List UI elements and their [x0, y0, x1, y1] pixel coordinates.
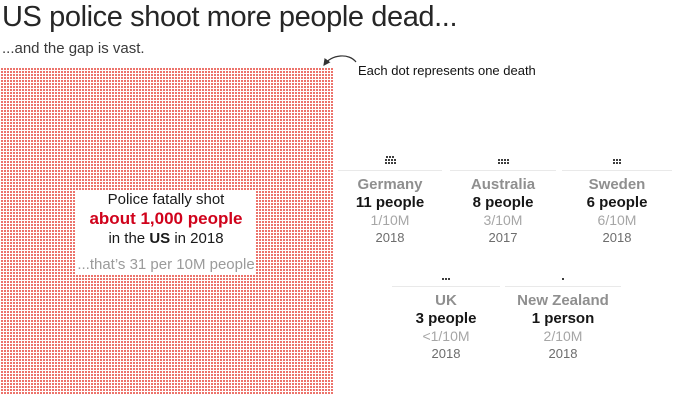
uk-dot-cluster [392, 258, 500, 280]
country-people: 1 person [531, 310, 595, 327]
country-year: 2018 [548, 346, 578, 361]
country-block-germany: Germany 11 people 1/10M 2018 [338, 142, 442, 246]
country-block-australia: Australia 8 people 3/10M 2017 [450, 142, 556, 246]
country-name: New Zealand [517, 292, 609, 309]
annotation-arrow-icon [323, 55, 357, 66]
us-callout-line2: about 1,000 people [89, 209, 243, 228]
country-rate: 2/10M [543, 328, 583, 344]
us-callout-line3-prefix: in the [108, 230, 150, 247]
country-rate: 6/10M [597, 212, 637, 228]
germany-dot-cluster [338, 142, 442, 164]
country-rate: 3/10M [483, 212, 523, 228]
country-people: 6 people [586, 194, 648, 211]
country-rate: <1/10M [422, 328, 470, 344]
country-name: Australia [470, 176, 536, 193]
country-block-sweden: Sweden 6 people 6/10M 2018 [562, 142, 672, 246]
country-people: 11 people [355, 194, 425, 211]
us-callout-line3-bold: US [149, 230, 171, 247]
country-year: 2017 [488, 230, 518, 245]
us-callout-line1: Police fatally shot [107, 191, 225, 208]
country-people: 8 people [472, 194, 534, 211]
divider [338, 170, 442, 171]
divider [392, 286, 500, 287]
country-year: 2018 [431, 346, 461, 361]
country-rate: 1/10M [370, 212, 410, 228]
new-zealand-dot-cluster [505, 258, 621, 280]
country-people: 3 people [415, 310, 477, 327]
divider [562, 170, 672, 171]
page-title: US police shoot more people dead... [2, 1, 458, 33]
country-name: Sweden [588, 176, 646, 193]
us-callout-line3: in the US in 2018 [108, 229, 223, 248]
sweden-dot-cluster [562, 142, 672, 164]
us-callout-line4: ...that’s 31 per 10M people [77, 256, 255, 273]
us-dot-matrix: Police fatally shot about 1,000 people i… [0, 67, 334, 395]
country-block-new-zealand: New Zealand 1 person 2/10M 2018 [505, 258, 621, 362]
country-year: 2018 [602, 230, 632, 245]
country-name: Germany [357, 176, 423, 193]
australia-dot-cluster [450, 142, 556, 164]
divider [450, 170, 556, 171]
country-name: UK [435, 292, 457, 309]
country-block-uk: UK 3 people <1/10M 2018 [392, 258, 500, 362]
page-subtitle: ...and the gap is vast. [2, 40, 145, 57]
us-callout-box: Police fatally shot about 1,000 people i… [76, 190, 256, 274]
country-year: 2018 [375, 230, 405, 245]
divider [505, 286, 621, 287]
us-callout-line3-suffix: in 2018 [170, 230, 224, 247]
dot-legend-note: Each dot represents one death [358, 63, 536, 78]
